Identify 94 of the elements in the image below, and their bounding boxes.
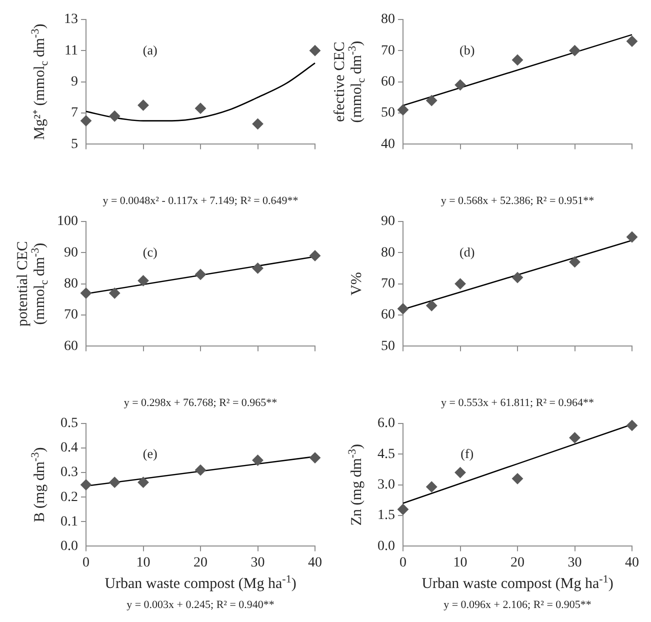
point [80,288,92,299]
annotation: (f) [460,446,474,461]
annotation: (a) [142,42,158,58]
y-tick-label: 9 [71,74,78,90]
point [195,268,206,280]
text: y = 0.568x + 52.386; R² = 0.951** [440,195,594,207]
y-tick-label: 3.0 [378,477,395,492]
y-tick-label: 100 [57,214,78,230]
point [195,464,206,476]
point [569,432,580,444]
point [109,110,120,122]
y-axis-title: V% [349,272,365,296]
annotation: (e) [142,446,158,461]
point [109,288,120,299]
y-tick-label: 60 [381,74,395,90]
y-tick-label: 4.5 [378,446,395,462]
y-tick-label: 0.2 [60,490,78,505]
x-tick-label: 30 [250,555,265,570]
line-series [85,62,316,122]
point [398,104,408,116]
text: y = 0.0048x² - 0.117x + 7.149; R² = 0.649** [102,195,298,207]
point [426,481,438,492]
y-tick-label: 50 [381,338,395,354]
point [426,95,438,106]
x-tick-label: 10 [453,555,468,570]
x-tick-label: 0 [400,555,406,570]
point [426,300,438,312]
point [252,118,264,130]
y-tick-label: 60 [381,308,395,323]
y-tick-label: 50 [381,106,395,121]
x-tick-label: 30 [568,555,582,570]
annotation: (b) [460,42,475,58]
y-tick-label: 13 [64,12,78,28]
y-tick-label: 7 [71,106,78,121]
point [80,479,92,490]
point [569,45,580,56]
y-tick-label: 0.5 [60,416,78,432]
x-tick-label: 20 [194,555,208,570]
text: y = 0.003x + 0.245; R² = 0.940** [126,599,274,611]
point [512,473,523,484]
point [454,79,466,90]
x-tick-label: 10 [136,555,150,570]
point [569,256,580,268]
y-tick-label: 90 [381,214,395,230]
y-tick-label: 70 [381,276,395,292]
y-tick-label: 0.0 [60,538,78,554]
y-tick-label: 11 [64,43,78,58]
text: y = 0.096x + 2.106; R² = 0.905** [444,599,592,611]
y-tick-label: 0.3 [60,465,78,480]
y-tick-label: 0.0 [378,538,395,554]
point [138,275,149,286]
point [512,272,523,284]
y-tick-label: 80 [381,12,395,28]
text: y = 0.298x + 76.768; R² = 0.965** [124,397,278,409]
y-tick-label: 90 [64,245,78,260]
text: y = 0.553x + 61.811; R² = 0.964** [441,397,594,409]
y-tick-label: 0.4 [60,440,78,456]
point [138,100,149,111]
x-tick-label: 40 [308,555,322,570]
point [310,250,320,262]
point [195,102,206,114]
point [138,476,149,488]
point [109,476,120,488]
y-tick-label: 6.0 [378,416,395,432]
y-tick-label: 40 [381,136,395,152]
point [252,454,264,466]
point [310,45,320,56]
point [454,467,466,478]
y-axis-title: B (mg dm-3) [29,447,48,522]
y-tick-label: 5 [71,136,78,152]
y-tick-label: 60 [64,338,78,354]
y-tick-label: 0.1 [60,514,78,530]
y-tick-label: 80 [381,245,395,260]
x-tick-label: 20 [510,555,524,570]
point [626,232,638,242]
x-tick-label: 40 [625,555,639,570]
point [310,452,320,464]
annotation: (d) [460,244,475,260]
point [626,36,638,47]
point [512,54,523,66]
point [454,278,466,290]
point [626,420,638,431]
y-axis-title: Zn (mg dm-3) [346,444,365,526]
y-tick-label: 70 [381,43,395,58]
y-tick-label: 1.5 [378,508,395,524]
y-axis-title: Mg²⁺ (mmolc dm-3) [29,24,50,140]
point [398,303,408,314]
point [80,115,92,126]
point [252,262,264,274]
point [398,504,408,515]
y-tick-label: 80 [64,276,78,292]
y-tick-label: 70 [64,308,78,323]
annotation: (c) [142,244,158,260]
x-tick-label: 0 [82,555,90,570]
